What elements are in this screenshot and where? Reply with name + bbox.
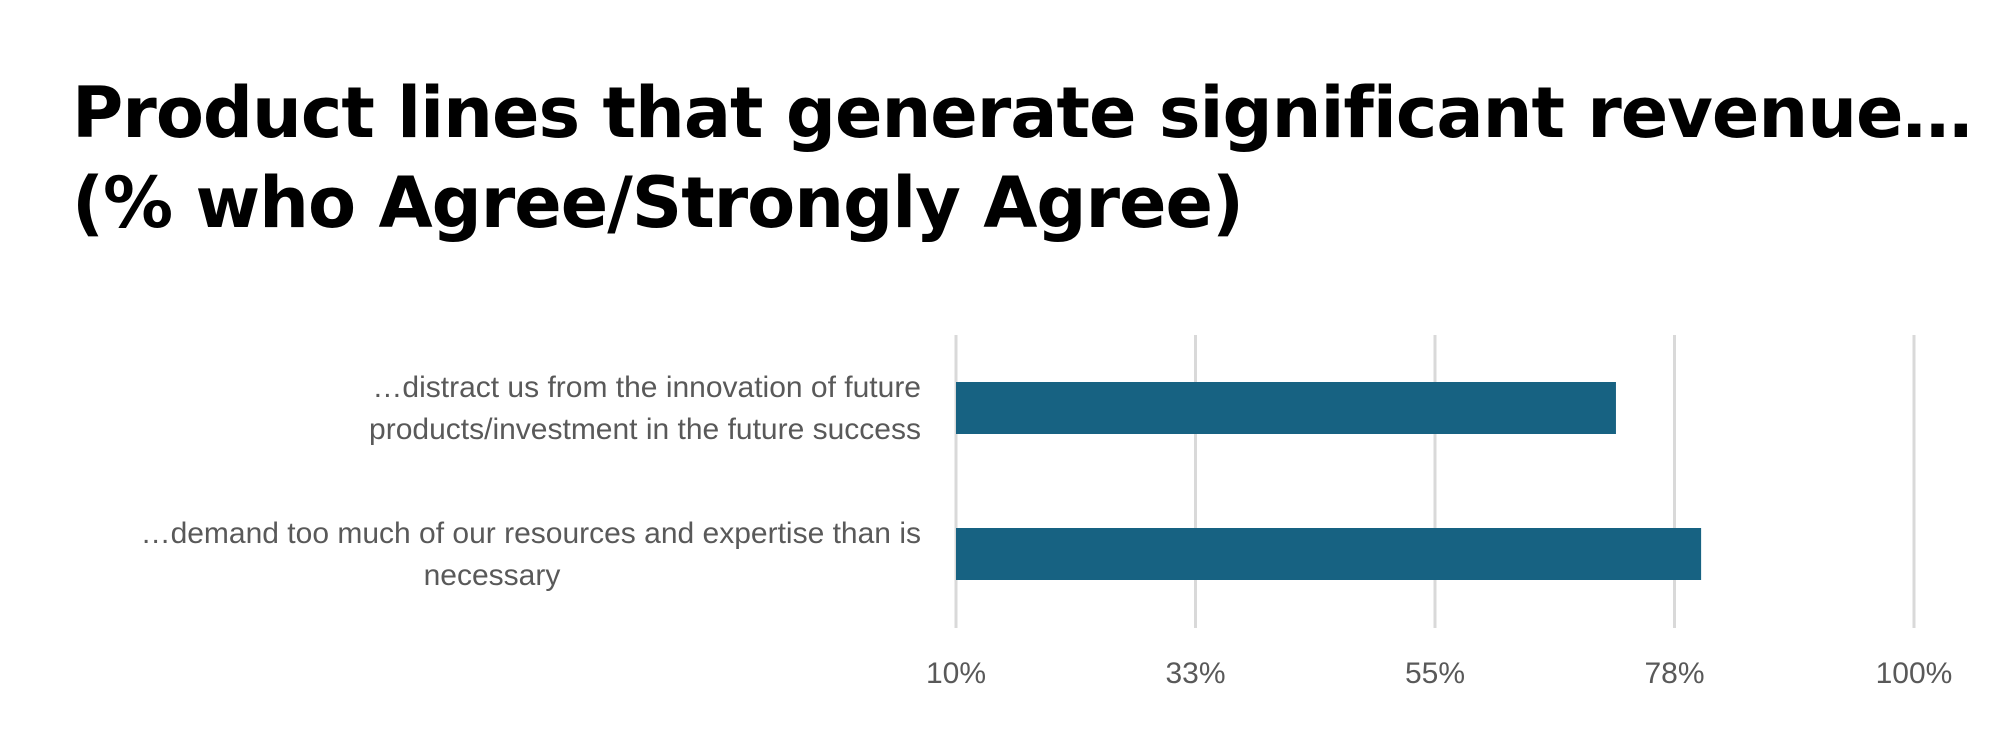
x-tick-label: 10% (926, 657, 986, 690)
bar (956, 528, 1702, 580)
category-label-line: necessary (424, 559, 561, 592)
x-tick-label: 78% (1644, 657, 1704, 690)
x-tick-label: 100% (1876, 657, 1953, 690)
x-tick-labels: 10% 33% 55% 78% 100% (926, 657, 1952, 690)
category-label-line: …distract us from the innovation of futu… (372, 371, 921, 404)
category-labels: …distract us from the innovation of futu… (141, 371, 921, 592)
chart-title-line-1: Product lines that generate significant … (72, 72, 1973, 154)
bars (956, 382, 1702, 580)
gridlines (954, 335, 1916, 628)
x-tick-label: 33% (1165, 657, 1225, 690)
bar (956, 382, 1616, 434)
chart-title-line-2: (% who Agree/Strongly Agree) (72, 162, 1244, 244)
x-tick-label: 55% (1405, 657, 1465, 690)
chart-title: Product lines that generate significant … (72, 68, 1973, 248)
category-label-line: …demand too much of our resources and ex… (141, 517, 921, 550)
category-label-line: products/investment in the future succes… (369, 413, 921, 446)
category-label: …distract us from the innovation of futu… (369, 371, 921, 446)
category-label: …demand too much of our resources and ex… (141, 517, 921, 592)
